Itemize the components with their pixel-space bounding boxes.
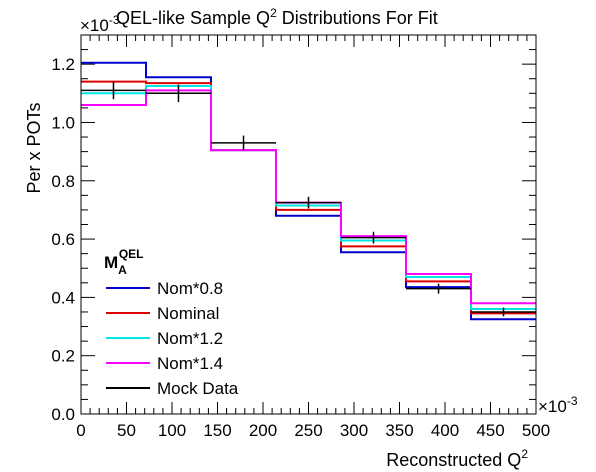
x-tick-label: 0 [76,421,85,440]
series-line-nom-0-8 [81,61,536,321]
x-tick-label: 250 [294,421,322,440]
x-tick-label: 450 [476,421,504,440]
x-tick-label: 500 [522,421,550,440]
y-axis-title: Per x POTs [24,102,44,193]
x-tick-label: 400 [431,421,459,440]
legend-entry-label: Mock Data [157,379,239,398]
legend-entry-label: Nom*1.4 [157,354,223,373]
mock-data-point [80,81,146,100]
mock-data-points [80,81,537,317]
mock-data-point [211,135,277,151]
mock-data-point [340,231,406,244]
y-tick-label: 0.6 [51,230,75,249]
mock-data-point [471,307,537,317]
x-tick-label: 50 [117,421,136,440]
x-tick-label: 100 [158,421,186,440]
series-line-nominal [81,80,536,315]
y-tick-label: 0.0 [51,405,75,424]
mock-data-point [145,84,211,103]
legend: MAQEL Nom*0.8 Nominal Nom*1.2 Nom*1.4 Mock D… [104,247,239,398]
x-tick-label: 300 [340,421,368,440]
x-axis-title: Reconstructed Q2 [386,447,528,470]
legend-entry-label: Nominal [157,304,219,323]
x-tick-label: 150 [203,421,231,440]
y-tick-label: 0.4 [51,288,75,307]
legend-entry-label: Nom*1.2 [157,329,223,348]
legend-entry-label: Nom*0.8 [157,279,223,298]
y-tick-label: 1.2 [51,55,75,74]
legend-header: MAQEL [104,247,144,277]
y-tick-label: 1.0 [51,113,75,132]
x-tick-label: 350 [385,421,413,440]
y-axis-exponent: ×10-3 [80,13,120,35]
mock-data-point [406,283,472,294]
mock-data-point [275,196,342,209]
x-tick-label: 200 [249,421,277,440]
chart-title: QEL-like Sample Q2 Distributions For Fit [116,6,438,28]
x-axis-exponent: ×10-3 [538,394,578,416]
plot-frame [80,34,537,415]
y-tick-label: 0.2 [51,347,75,366]
y-tick-label: 0.8 [51,172,75,191]
